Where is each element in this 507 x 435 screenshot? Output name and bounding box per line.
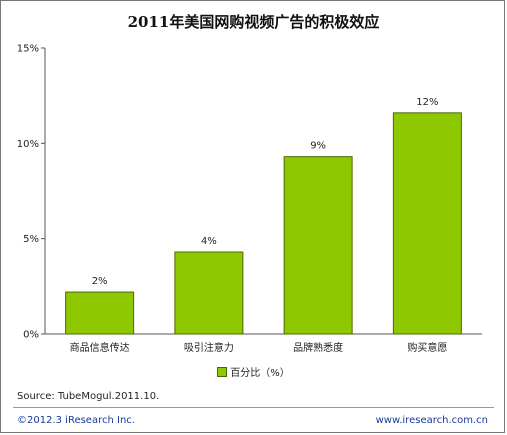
data-label: 9%: [310, 141, 326, 152]
footer-divider: [13, 407, 494, 408]
y-tick-label: 0%: [23, 330, 39, 341]
data-label: 4%: [201, 236, 217, 247]
bar: [392, 112, 462, 335]
bar-chart: 0% 5% 10% 15% 2% 商品信息传达 4% 吸引注意力 9% 品牌熟悉度 12% 购买意愿: [17, 44, 482, 354]
bar: [174, 251, 244, 335]
y-tick-label: 5%: [23, 234, 39, 245]
category-label: 品牌熟悉度: [293, 341, 343, 354]
legend-label: 百分比（%）: [230, 368, 290, 379]
category-label: 吸引注意力: [184, 341, 234, 354]
source-note: Source: TubeMogul.2011.10.: [17, 391, 160, 402]
legend-swatch: [217, 367, 228, 377]
category-label: 购买意愿: [407, 341, 447, 354]
data-label: 12%: [416, 97, 438, 108]
bar: [65, 291, 135, 335]
data-label: 2%: [92, 276, 108, 287]
legend: 百分比（%）: [1, 364, 506, 379]
website-link[interactable]: www.iresearch.com.cn: [375, 415, 488, 426]
copyright-text: ©2012.3 iResearch Inc.: [17, 415, 135, 426]
chart-title: 2011年美国网购视频广告的积极效应: [127, 13, 380, 31]
category-label: 商品信息传达: [70, 341, 130, 354]
bar: [283, 156, 353, 335]
y-tick-label: 10%: [17, 139, 39, 150]
y-tick-label: 15%: [17, 44, 39, 55]
